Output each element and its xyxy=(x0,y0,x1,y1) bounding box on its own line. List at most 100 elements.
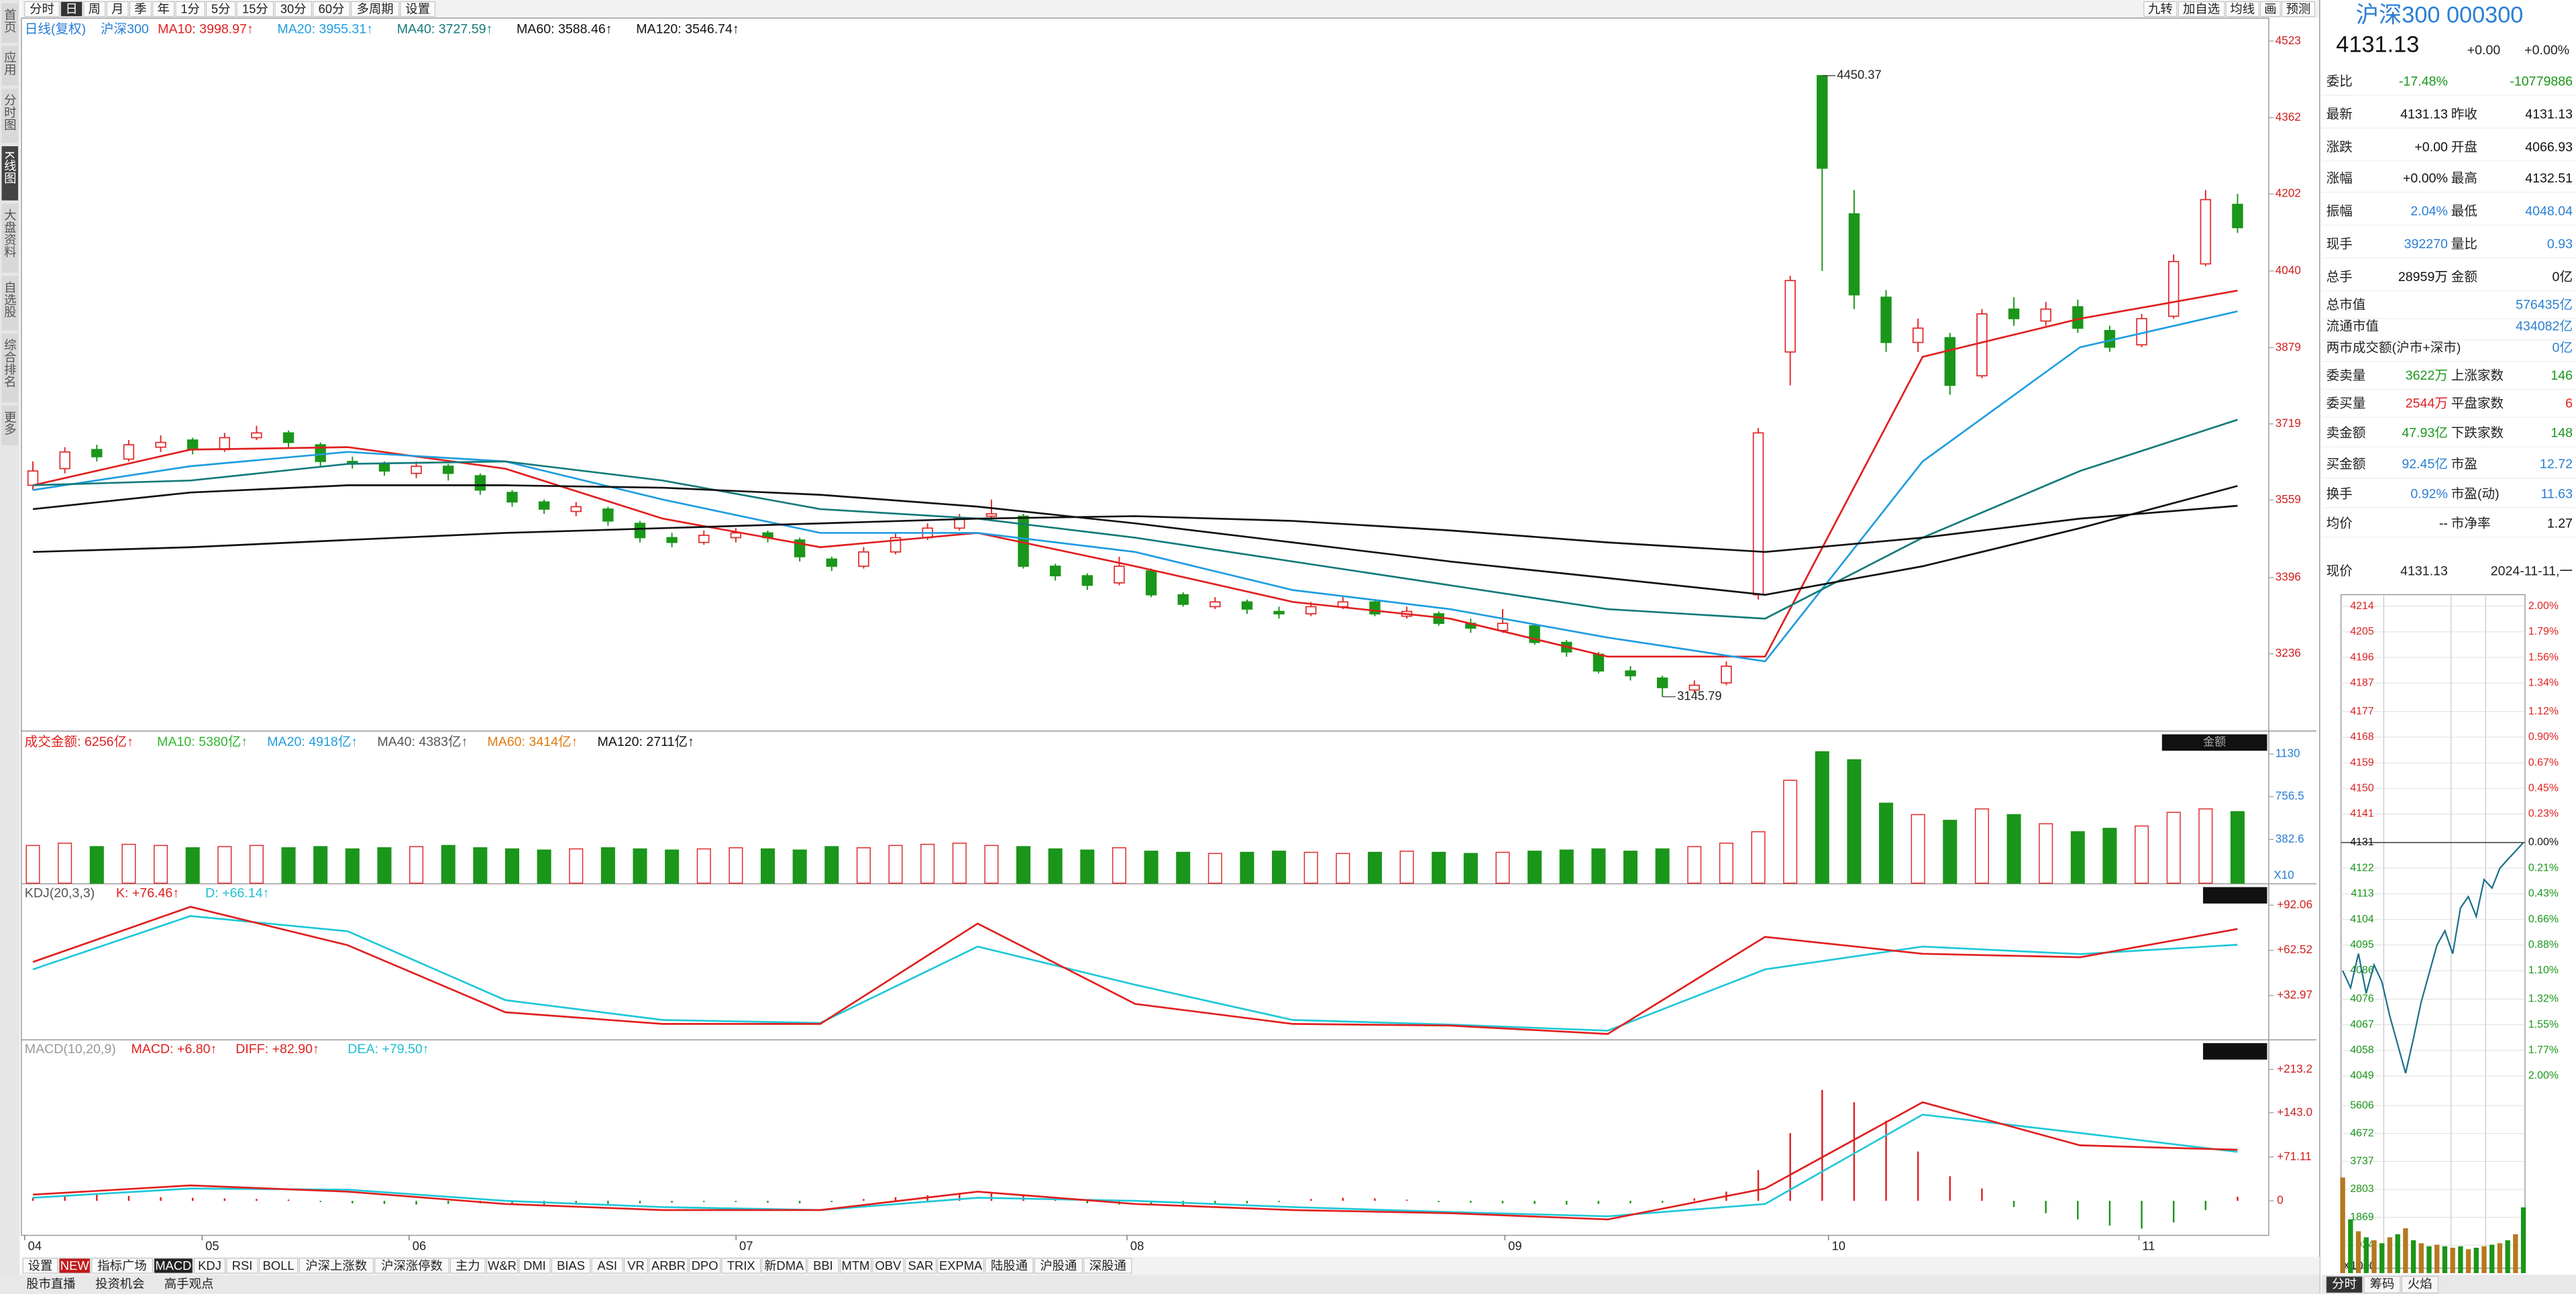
sidebar-button[interactable] xyxy=(1,3,18,43)
indicator-tab[interactable] xyxy=(259,1258,299,1274)
tool-label[interactable]: 九转 xyxy=(2148,2,2173,16)
indicator-tab-label[interactable]: SAR xyxy=(908,1258,934,1273)
indicator-tab-label[interactable]: 指标广场 xyxy=(97,1258,146,1273)
period-button[interactable] xyxy=(152,1,175,17)
period-button[interactable] xyxy=(351,1,400,17)
period-label[interactable]: 多周期 xyxy=(357,2,394,16)
period-label[interactable]: 季 xyxy=(134,2,146,16)
tool-button[interactable] xyxy=(2178,1,2225,17)
sidebar-label[interactable]: 自选股 xyxy=(3,281,17,318)
indicator-tab[interactable] xyxy=(519,1258,551,1274)
tool-button[interactable] xyxy=(2260,1,2281,17)
indicator-tab[interactable] xyxy=(807,1258,839,1274)
period-button[interactable] xyxy=(129,1,152,17)
mini-tab-label[interactable]: 筹码 xyxy=(2370,1277,2395,1291)
indicator-tab-label[interactable]: W&R xyxy=(488,1258,517,1273)
indicator-tab[interactable] xyxy=(904,1258,936,1274)
sidebar-button[interactable] xyxy=(1,46,18,86)
sidebar-button[interactable] xyxy=(1,89,18,144)
indicator-tab[interactable] xyxy=(194,1258,226,1274)
period-button[interactable] xyxy=(400,1,436,17)
tool-button[interactable] xyxy=(2282,1,2316,17)
indicator-tab-label[interactable]: 主力 xyxy=(455,1258,480,1273)
mini-tab[interactable] xyxy=(2363,1276,2401,1293)
status-tab[interactable]: 股市直播 xyxy=(26,1277,75,1291)
indicator-tab-label[interactable]: KDJ xyxy=(198,1258,221,1273)
period-button[interactable] xyxy=(175,1,205,17)
period-button[interactable] xyxy=(206,1,236,17)
status-tab[interactable]: 投资机会 xyxy=(95,1277,144,1291)
indicator-tab[interactable] xyxy=(486,1258,518,1274)
indicator-tab[interactable] xyxy=(374,1258,449,1274)
tool-button[interactable] xyxy=(2143,1,2178,17)
mini-tab[interactable] xyxy=(2326,1276,2363,1293)
indicator-tab-label[interactable]: DMI xyxy=(523,1258,546,1273)
amount-button[interactable] xyxy=(2161,734,2267,751)
tool-button[interactable] xyxy=(2225,1,2259,17)
indicator-tab[interactable] xyxy=(154,1258,193,1274)
indicator-tab[interactable] xyxy=(551,1258,591,1274)
indicator-tab[interactable] xyxy=(649,1258,688,1274)
sidebar-button[interactable] xyxy=(1,333,18,402)
period-label[interactable]: 年 xyxy=(158,2,170,16)
sidebar-label[interactable]: 应用 xyxy=(3,51,17,76)
indicator-tab[interactable] xyxy=(839,1258,871,1274)
period-label[interactable]: 60分 xyxy=(319,2,345,16)
indicator-tab-label[interactable]: ASI xyxy=(597,1258,617,1273)
mini-tab-label[interactable]: 分时 xyxy=(2332,1277,2357,1291)
indicator-tab-label[interactable]: VR xyxy=(627,1258,645,1273)
sidebar-button[interactable] xyxy=(1,203,18,273)
indicator-tab-label[interactable]: NEW xyxy=(60,1258,90,1273)
indicator-tab-label[interactable]: 新DMA xyxy=(764,1258,804,1273)
indicator-tab[interactable] xyxy=(591,1258,623,1274)
sidebar-label[interactable]: K线图 xyxy=(3,151,17,184)
indicator-button[interactable] xyxy=(2203,1043,2267,1060)
indicator-tab[interactable] xyxy=(58,1258,91,1274)
period-label[interactable]: 月 xyxy=(111,2,123,16)
period-label[interactable]: 周 xyxy=(89,2,101,16)
indicator-tab[interactable] xyxy=(985,1258,1034,1274)
indicator-tab-label[interactable]: 设置 xyxy=(28,1258,53,1273)
period-button[interactable] xyxy=(313,1,350,17)
mini-tab-label[interactable]: 火焰 xyxy=(2408,1277,2432,1291)
period-label[interactable]: 5分 xyxy=(211,2,231,16)
indicator-tab[interactable] xyxy=(721,1258,761,1274)
period-label[interactable]: 1分 xyxy=(180,2,200,16)
period-label[interactable]: 分时 xyxy=(30,2,54,16)
period-label[interactable]: 30分 xyxy=(280,2,307,16)
sidebar-label[interactable]: 首页 xyxy=(3,8,17,33)
period-button[interactable] xyxy=(236,1,274,17)
sidebar-label[interactable]: 更多 xyxy=(3,411,17,435)
tool-label[interactable]: 加自选 xyxy=(2183,2,2220,16)
indicator-tab-label[interactable]: TRIX xyxy=(727,1258,755,1273)
tool-label[interactable]: 预测 xyxy=(2286,2,2311,16)
indicator-tab-label[interactable]: ARBR xyxy=(651,1258,686,1273)
indicator-tab-label[interactable]: BBI xyxy=(813,1258,833,1273)
sidebar-button[interactable] xyxy=(1,146,18,201)
indicator-tab[interactable] xyxy=(624,1258,648,1274)
indicator-tab-label[interactable]: RSI xyxy=(232,1258,253,1273)
indicator-tab-label[interactable]: 沪深上涨数 xyxy=(305,1258,367,1273)
indicator-tab[interactable] xyxy=(872,1258,904,1274)
indicator-tab[interactable] xyxy=(226,1258,258,1274)
amount-button-label[interactable]: 金额 xyxy=(2203,735,2226,748)
indicator-tab-label[interactable]: 深股通 xyxy=(1089,1258,1126,1273)
indicator-tab-label[interactable]: 陆股通 xyxy=(991,1258,1028,1273)
indicator-tab-label[interactable]: BOLL xyxy=(263,1258,294,1273)
period-button[interactable] xyxy=(274,1,312,17)
indicator-tab[interactable] xyxy=(937,1258,984,1274)
sidebar-label[interactable]: 分时图 xyxy=(3,94,17,131)
indicator-tab[interactable] xyxy=(450,1258,486,1274)
period-label[interactable]: 设置 xyxy=(405,2,430,16)
period-label[interactable]: 日 xyxy=(65,2,77,16)
sidebar-label[interactable]: 大盘资料 xyxy=(3,209,17,258)
indicator-tab[interactable] xyxy=(1034,1258,1083,1274)
period-button[interactable] xyxy=(24,1,60,17)
sidebar-button[interactable] xyxy=(1,405,18,445)
indicator-tab-label[interactable]: MACD xyxy=(155,1258,191,1273)
period-button[interactable] xyxy=(83,1,106,17)
mini-tab[interactable] xyxy=(2401,1276,2438,1293)
indicator-tab[interactable] xyxy=(689,1258,721,1274)
status-tab[interactable]: 高手观点 xyxy=(164,1277,213,1291)
indicator-tab[interactable] xyxy=(91,1258,153,1274)
